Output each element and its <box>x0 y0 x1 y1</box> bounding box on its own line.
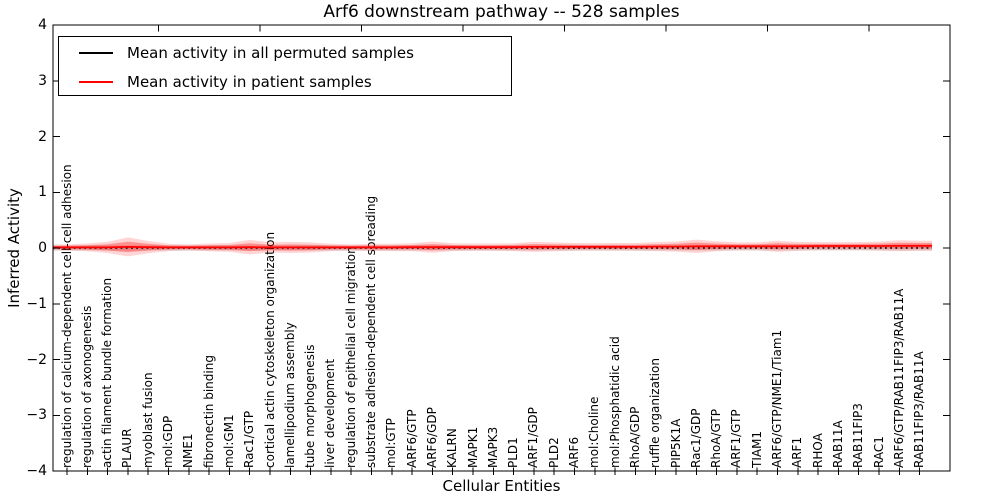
x-tick-label: cortical actin cytoskeleton organization <box>262 231 277 468</box>
y-tick-label: 4 <box>38 17 47 33</box>
x-tick-label: fibronectin binding <box>201 355 216 468</box>
x-tick-label: RhoA/GDP <box>627 406 642 468</box>
x-tick-label: regulation of epithelial cell migration <box>343 246 358 468</box>
x-tick-label: ARF6/GTP <box>404 409 419 468</box>
x-tick-label: mol:Choline <box>587 396 602 468</box>
x-tick-label: KALRN <box>445 428 460 468</box>
x-tick-label: Rac1/GTP <box>242 410 257 468</box>
x-tick-label: RAB11FIP3 <box>851 403 866 468</box>
x-tick-label: PLD2 <box>546 437 561 468</box>
legend-entry-patient: Mean activity in patient samples <box>59 69 511 95</box>
x-tick-label: ruffle organization <box>648 358 663 468</box>
x-tick-label: ARF6/GTP/RAB11FIP3/RAB11A <box>891 288 906 468</box>
x-tick-label: lamellipodium assembly <box>282 322 297 468</box>
x-tick-label: ARF6/GDP <box>424 407 439 468</box>
x-tick-label: ARF6 <box>567 436 581 468</box>
x-tick-label: mol:GDP <box>161 415 175 468</box>
x-tick-label: mol:GTP <box>384 418 399 468</box>
x-axis-label: Cellular Entities <box>442 477 561 495</box>
y-tick-label: −3 <box>26 407 47 424</box>
x-tick-label: liver development <box>323 358 338 468</box>
x-tick-label: RhoA/GTP <box>709 409 724 468</box>
x-tick-label: MAPK1 <box>465 426 480 468</box>
chart-title: Arf6 downstream pathway -- 528 samples <box>323 2 680 22</box>
patient-mean-line <box>53 244 932 249</box>
x-tick-label: PLD1 <box>506 437 521 468</box>
x-tick-label: PLAUR <box>120 428 135 468</box>
x-tick-label: RHOA <box>810 433 825 468</box>
legend-entry-permuted: Mean activity in all permuted samples <box>59 40 511 66</box>
y-tick-label: 2 <box>38 128 47 145</box>
y-tick-label: 0 <box>38 240 47 256</box>
x-tick-label: ARF1/GTP <box>729 409 744 468</box>
y-tick-label: −4 <box>26 463 47 479</box>
x-tick-label: RAB11FIP3/RAB11A <box>912 351 927 468</box>
x-tick-label: ARF1 <box>790 436 805 468</box>
x-tick-label: RAB11A <box>830 420 845 468</box>
x-tick-label: PIP5K1A <box>668 418 683 468</box>
x-tick-label: ARF1/GDP <box>526 407 541 468</box>
legend-label: Mean activity in patient samples <box>127 73 372 91</box>
x-tick-label: NME1 <box>181 433 196 468</box>
x-tick-label: mol:GM1 <box>221 414 236 468</box>
x-tick-label: regulation of axonogenesis <box>79 305 94 468</box>
x-tick-label: mol:Phosphatidic acid <box>607 336 622 468</box>
x-tick-label: regulation of calcium-dependent cell-cel… <box>59 164 74 468</box>
black-line-sample-icon <box>79 52 113 54</box>
x-tick-label: substrate adhesion-dependent cell spread… <box>364 195 378 468</box>
x-tick-label: TIAM1 <box>749 430 764 468</box>
x-tick-label: tube morphogenesis <box>303 344 318 468</box>
red-line-sample-icon <box>79 81 113 83</box>
y-tick-label: −2 <box>26 351 47 368</box>
permuted-band <box>53 245 932 251</box>
x-tick-label: myoblast fusion <box>140 372 155 468</box>
y-tick-label: 3 <box>38 72 47 89</box>
patient-band-outer <box>53 237 932 257</box>
x-tick-label: Rac1/GDP <box>688 408 703 468</box>
x-tick-label: actin filament bundle formation <box>100 277 115 468</box>
legend: Mean activity in all permuted samples Me… <box>58 36 512 96</box>
y-tick-label: −1 <box>26 295 47 312</box>
x-tick-label: MAPK3 <box>485 426 500 468</box>
legend-label: Mean activity in all permuted samples <box>127 44 414 62</box>
x-tick-label: RAC1 <box>871 436 886 468</box>
patient-band-inner <box>53 241 932 253</box>
y-tick-label: 1 <box>38 184 47 201</box>
x-tick-label: ARF6/GTP/NME1/Tiam1 <box>770 329 784 468</box>
